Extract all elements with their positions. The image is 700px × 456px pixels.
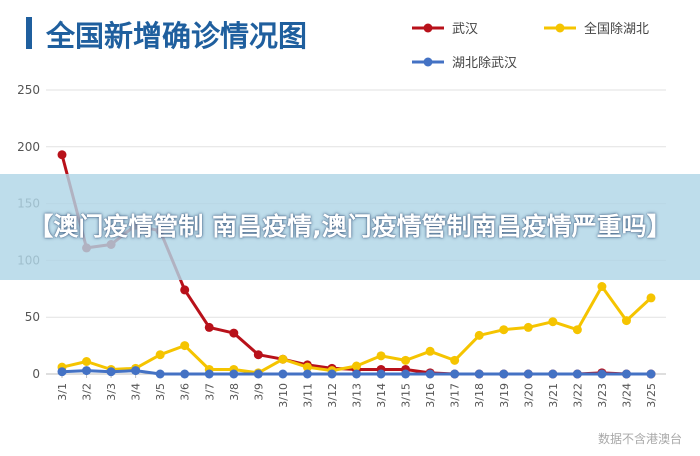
overlay-banner: 【澳门疫情管制 南昌疫情,澳门疫情管制南昌疫情严重吗】 bbox=[0, 174, 700, 280]
title-accent-bar bbox=[26, 17, 32, 49]
data-point bbox=[425, 369, 435, 379]
legend-item-2: 全国除湖北 bbox=[544, 21, 649, 37]
legend-swatch-dot bbox=[423, 57, 433, 67]
data-point bbox=[572, 325, 582, 335]
legend-swatch-dot bbox=[555, 23, 565, 33]
x-tick-label: 3/5 bbox=[154, 383, 167, 401]
data-point bbox=[180, 341, 190, 351]
data-point bbox=[548, 369, 558, 379]
x-tick-label: 3/10 bbox=[277, 383, 290, 408]
data-point bbox=[180, 285, 190, 295]
x-tick-label: 3/24 bbox=[620, 383, 633, 408]
x-tick-label: 3/17 bbox=[449, 383, 462, 408]
data-point bbox=[155, 350, 165, 360]
x-tick-label: 3/13 bbox=[351, 383, 364, 408]
x-tick-label: 3/1 bbox=[56, 383, 69, 401]
legend-label: 湖北除武汉 bbox=[452, 56, 517, 71]
data-point bbox=[597, 282, 607, 292]
x-tick-label: 3/11 bbox=[301, 383, 314, 408]
legend-label: 武汉 bbox=[452, 22, 478, 37]
series-lines bbox=[57, 150, 656, 379]
data-point bbox=[499, 369, 509, 379]
data-point bbox=[499, 325, 509, 335]
data-point bbox=[302, 369, 312, 379]
x-tick-label: 3/3 bbox=[105, 383, 118, 401]
data-point bbox=[106, 367, 116, 377]
legend-swatch-dot bbox=[423, 23, 433, 33]
data-point bbox=[621, 369, 631, 379]
x-tick-label: 3/12 bbox=[326, 383, 339, 408]
data-point bbox=[57, 150, 67, 160]
x-tick-label: 3/19 bbox=[498, 383, 511, 408]
x-tick-label: 3/9 bbox=[252, 383, 265, 401]
data-point bbox=[425, 346, 435, 356]
data-point bbox=[204, 369, 214, 379]
data-point bbox=[401, 355, 411, 365]
data-point bbox=[180, 369, 190, 379]
x-tick-label: 3/6 bbox=[179, 383, 192, 401]
data-point bbox=[253, 369, 263, 379]
data-point bbox=[474, 330, 484, 340]
x-tick-label: 3/21 bbox=[547, 383, 560, 408]
data-point bbox=[621, 316, 631, 326]
data-point bbox=[352, 361, 361, 371]
banner-text: 【澳门疫情管制 南昌疫情,澳门疫情管制南昌疫情严重吗】 bbox=[28, 212, 672, 241]
data-point bbox=[278, 369, 288, 379]
series-line bbox=[61, 285, 653, 375]
data-point bbox=[82, 366, 92, 376]
x-tick-label: 3/8 bbox=[228, 383, 241, 401]
y-tick-label: 0 bbox=[32, 367, 40, 381]
data-point bbox=[450, 355, 460, 365]
x-tick-label: 3/7 bbox=[203, 383, 216, 401]
data-point bbox=[229, 328, 239, 338]
watermark: 数据不含港澳台 bbox=[597, 432, 682, 446]
x-tick-label: 3/4 bbox=[130, 383, 143, 401]
data-point bbox=[597, 369, 607, 379]
x-tick-label: 3/18 bbox=[473, 383, 486, 408]
data-point bbox=[523, 369, 533, 379]
legend-label: 全国除湖北 bbox=[584, 21, 649, 37]
legend-item-1: 武汉 bbox=[412, 22, 478, 37]
y-tick-label: 50 bbox=[25, 310, 40, 324]
data-point bbox=[523, 322, 533, 332]
data-point bbox=[352, 369, 361, 379]
series-3 bbox=[57, 366, 656, 379]
x-tick-label: 3/20 bbox=[522, 383, 535, 408]
data-point bbox=[548, 317, 558, 327]
x-tick-label: 3/23 bbox=[596, 383, 609, 408]
data-point bbox=[155, 369, 165, 379]
data-point bbox=[376, 351, 386, 361]
x-tick-label: 3/14 bbox=[375, 383, 388, 408]
data-point bbox=[229, 369, 239, 379]
data-point bbox=[82, 357, 92, 367]
data-point bbox=[57, 367, 67, 377]
y-tick-label: 250 bbox=[17, 83, 40, 97]
y-tick-label: 200 bbox=[17, 140, 40, 154]
x-tick-label: 3/25 bbox=[645, 383, 658, 408]
data-point bbox=[572, 369, 582, 379]
legend-item-3: 湖北除武汉 bbox=[412, 56, 517, 71]
data-point bbox=[302, 362, 312, 372]
data-point bbox=[646, 369, 656, 379]
data-point bbox=[646, 293, 656, 303]
x-tick-label: 3/15 bbox=[400, 383, 413, 408]
data-point bbox=[401, 369, 411, 379]
chart-title: 全国新增确诊情况图 bbox=[45, 19, 307, 53]
data-point bbox=[131, 366, 141, 376]
x-tick-label: 3/2 bbox=[81, 383, 94, 401]
data-point bbox=[253, 350, 263, 360]
series-2 bbox=[57, 282, 656, 378]
x-tick-label: 3/22 bbox=[571, 383, 584, 408]
data-point bbox=[204, 322, 214, 332]
data-point bbox=[376, 369, 386, 379]
x-tick-label: 3/16 bbox=[424, 383, 437, 408]
data-point bbox=[327, 369, 337, 379]
data-point bbox=[474, 369, 484, 379]
data-point bbox=[278, 354, 288, 364]
data-point bbox=[450, 369, 460, 379]
